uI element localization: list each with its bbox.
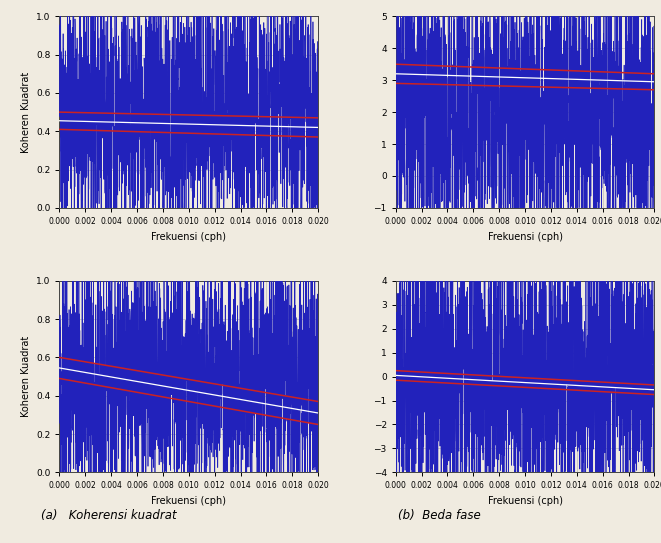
X-axis label: Frekuensi (cph): Frekuensi (cph) [488, 231, 563, 242]
Y-axis label: Koheren Kuadrat: Koheren Kuadrat [20, 72, 30, 153]
X-axis label: Frekuensi (cph): Frekuensi (cph) [151, 496, 226, 506]
Text: (a)   Koherensi kuadrat: (a) Koherensi kuadrat [41, 509, 177, 522]
X-axis label: Frekuensi (cph): Frekuensi (cph) [151, 231, 226, 242]
X-axis label: Frekuensi (cph): Frekuensi (cph) [488, 496, 563, 506]
Y-axis label: Koheren Kuadrat: Koheren Kuadrat [20, 336, 30, 417]
Text: (b)  Beda fase: (b) Beda fase [398, 509, 481, 522]
